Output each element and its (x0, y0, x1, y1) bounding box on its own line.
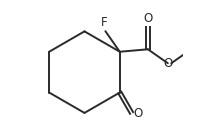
Text: O: O (133, 107, 143, 120)
Text: O: O (163, 57, 172, 70)
Text: O: O (143, 12, 152, 25)
Text: F: F (101, 16, 108, 29)
